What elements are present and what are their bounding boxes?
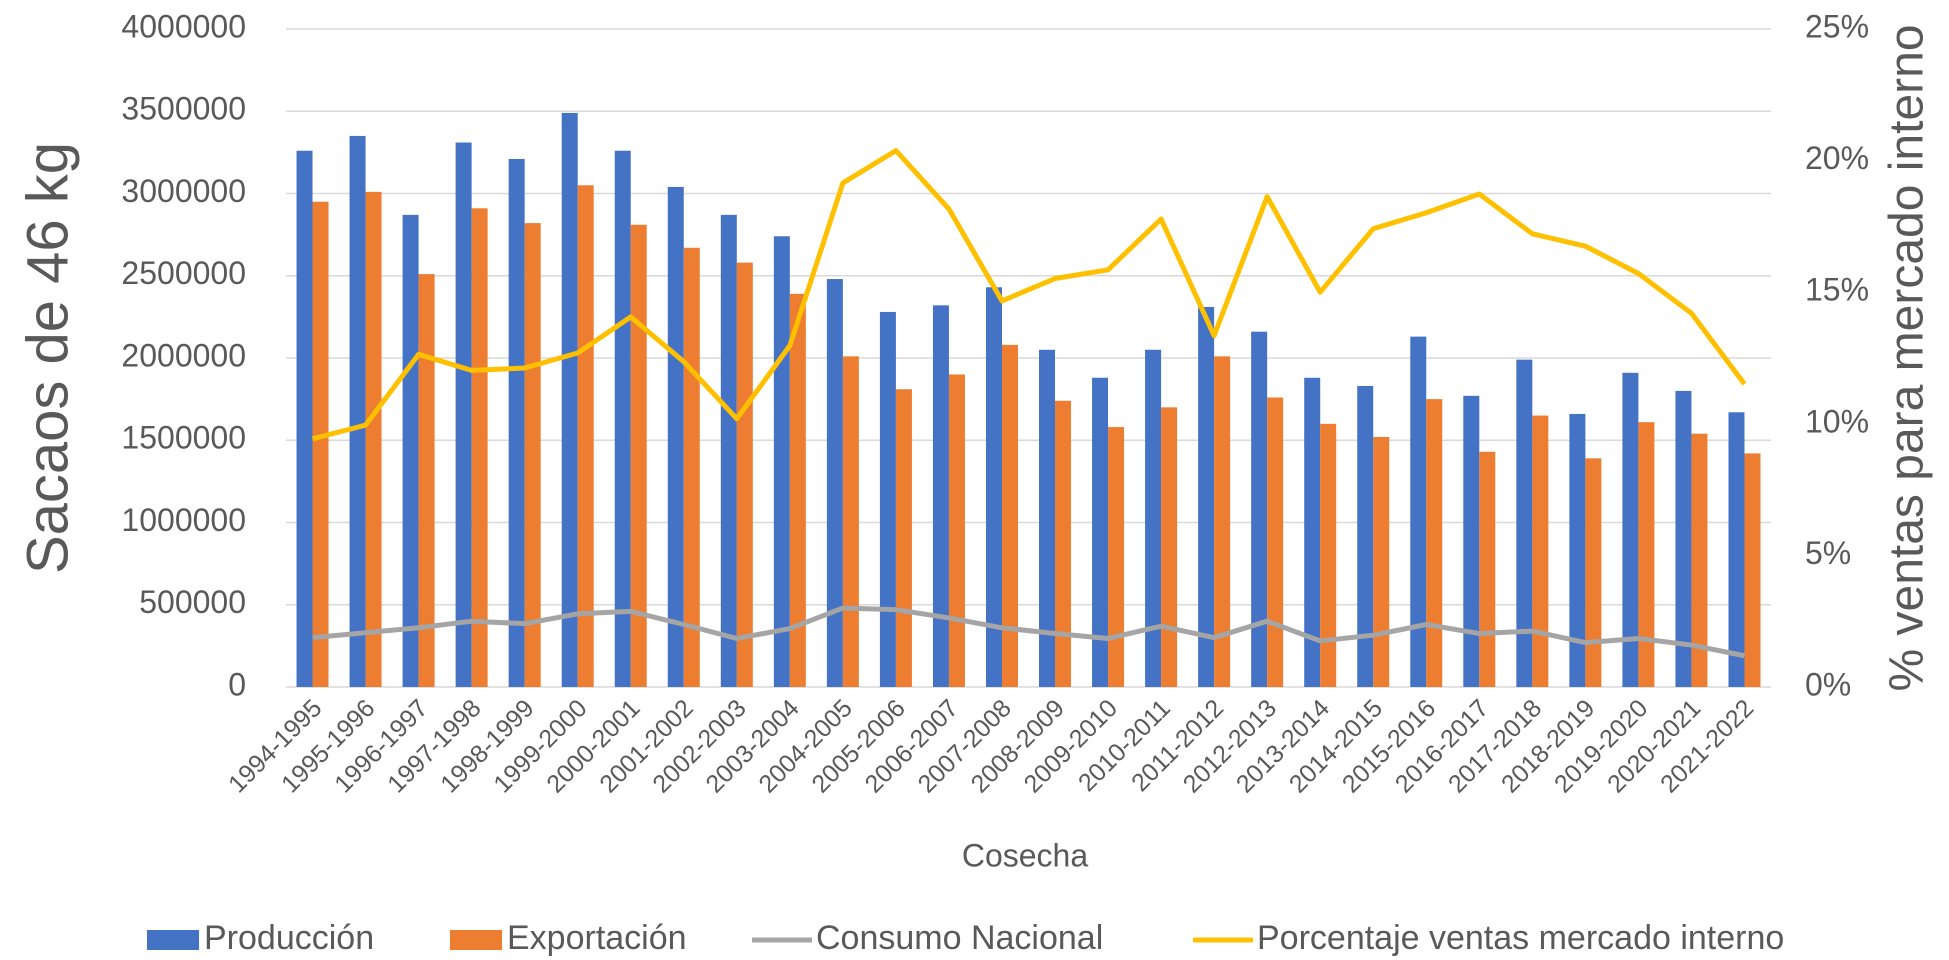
- bar: [1145, 349, 1162, 687]
- bar: [879, 311, 896, 687]
- bar: [948, 374, 965, 687]
- bar: [1373, 436, 1390, 687]
- bar: [895, 389, 912, 687]
- bar: [1516, 359, 1533, 687]
- y-tick-label: 1500000: [121, 420, 246, 456]
- bar: [1744, 453, 1761, 687]
- line: [312, 605, 1745, 659]
- bar: [1267, 397, 1284, 687]
- bar: [524, 223, 541, 688]
- bar: [1622, 372, 1639, 687]
- y-tick-label: 500000: [139, 584, 246, 620]
- bar: [1426, 399, 1443, 687]
- bar: [1039, 349, 1056, 687]
- bar: [577, 185, 594, 687]
- bar: [683, 247, 700, 687]
- bar: [1675, 390, 1692, 687]
- bar: [1463, 395, 1480, 687]
- bar: [667, 186, 684, 688]
- x-axis-title: Cosecha: [962, 837, 1089, 873]
- bar: [1357, 385, 1374, 687]
- bar: [1161, 407, 1178, 687]
- bar: [985, 287, 1002, 687]
- bar: [1638, 422, 1655, 687]
- bar: [561, 112, 578, 687]
- bar: [1092, 377, 1109, 687]
- y-tick-label: 3500000: [121, 91, 246, 127]
- bar: [1320, 423, 1337, 687]
- bar: [1304, 377, 1321, 687]
- bar: [418, 274, 435, 687]
- bar: [349, 135, 366, 688]
- bar: [1585, 458, 1602, 687]
- bar: [1108, 427, 1125, 687]
- bar: [789, 293, 806, 687]
- legend-label: Porcentaje ventas mercado interno: [1257, 919, 1784, 957]
- bar: [296, 150, 313, 688]
- bar: [1001, 344, 1018, 687]
- legend-swatch: [147, 930, 199, 950]
- y2-tick-label: 0%: [1805, 666, 1851, 702]
- y-tick-label: 0: [228, 666, 246, 702]
- y2-tick-label: 20%: [1805, 140, 1869, 176]
- y2-tick-label: 10%: [1805, 403, 1869, 439]
- y-tick-label: 2500000: [121, 255, 246, 291]
- legend-label: Producción: [204, 919, 374, 957]
- bar: [1055, 400, 1072, 687]
- legend-label: Exportación: [507, 919, 687, 957]
- legend-label: Consumo Nacional: [816, 919, 1103, 957]
- bar: [736, 262, 753, 687]
- y2-tick-label: 5%: [1805, 535, 1851, 571]
- bar: [720, 214, 737, 687]
- bar: [455, 142, 472, 687]
- bar: [1532, 415, 1549, 687]
- bar: [773, 236, 790, 687]
- bar: [1691, 433, 1708, 687]
- y-tick-label: 3000000: [121, 173, 246, 209]
- y2-tick-label: 15%: [1805, 272, 1869, 308]
- bar: [1410, 336, 1427, 687]
- y-axis-title: Sacaos de 46 kg: [15, 142, 80, 574]
- bar: [1251, 331, 1268, 687]
- bar: [614, 150, 631, 688]
- bar: [932, 305, 949, 687]
- bar: [1569, 413, 1586, 687]
- y2-tick-label: 25%: [1805, 8, 1869, 44]
- y-tick-label: 2000000: [121, 337, 246, 373]
- legend-swatch: [450, 930, 502, 950]
- y2-axis-title: % ventas para mercado interno: [1881, 24, 1934, 691]
- bar: [508, 158, 525, 687]
- y-tick-label: 4000000: [121, 8, 246, 44]
- bar: [312, 201, 329, 687]
- bar: [1479, 451, 1496, 687]
- line: [311, 148, 1747, 442]
- bar: [1728, 412, 1745, 687]
- bar: [365, 191, 382, 688]
- bar: [842, 356, 859, 687]
- bar: [1198, 307, 1215, 687]
- bar: [1214, 356, 1231, 687]
- y-tick-label: 1000000: [121, 502, 246, 538]
- bar: [471, 208, 488, 687]
- bar: [402, 214, 419, 687]
- bar: [826, 279, 843, 687]
- bar: [630, 224, 647, 687]
